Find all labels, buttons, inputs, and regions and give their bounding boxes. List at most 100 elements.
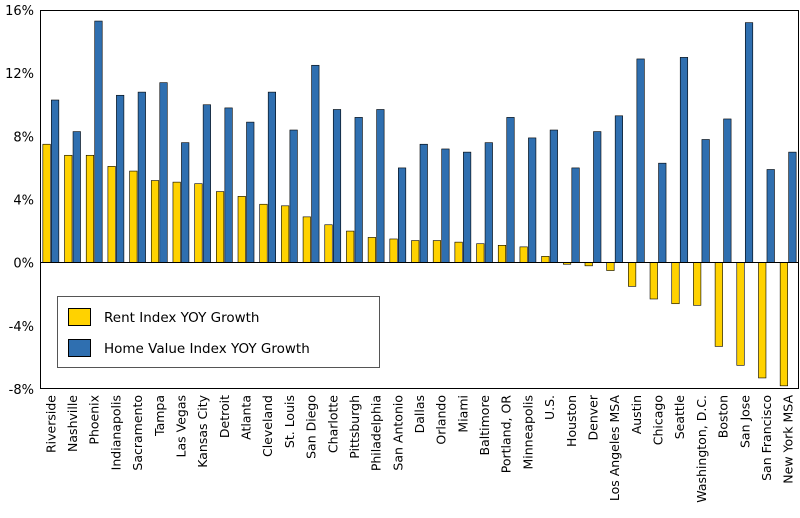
bar-rent xyxy=(259,203,268,263)
bar-rent xyxy=(541,256,550,263)
bar-home-value xyxy=(311,64,320,263)
legend-label-rent: Rent Index YOY Growth xyxy=(104,310,259,326)
bar-rent xyxy=(107,166,116,263)
bar-home-value xyxy=(723,118,732,263)
bars xyxy=(42,20,797,387)
y-tick-label: -4% xyxy=(9,320,34,335)
category-label: Cleveland xyxy=(260,395,275,457)
category-label: Phoenix xyxy=(87,395,102,445)
bar-rent xyxy=(714,262,723,347)
bar-rent xyxy=(367,237,376,263)
bar-home-value xyxy=(246,121,255,263)
category-label: Dallas xyxy=(412,395,427,433)
category-label: Miami xyxy=(455,395,470,433)
category-label: Nashville xyxy=(65,395,80,452)
bar-home-value xyxy=(332,109,342,263)
category-label: San Antonio xyxy=(390,395,405,471)
bar-home-value xyxy=(744,22,754,263)
bar-home-value xyxy=(549,129,558,263)
bar-home-value xyxy=(376,109,385,263)
bar-rent xyxy=(389,238,398,263)
category-label: Houston xyxy=(564,395,579,447)
bar-rent xyxy=(476,243,485,263)
bar-home-value xyxy=(636,58,645,263)
category-label: Detroit xyxy=(217,395,232,438)
category-label: Atlanta xyxy=(239,395,254,440)
bar-rent xyxy=(42,143,51,263)
bar-home-value xyxy=(441,148,450,263)
bar-home-value xyxy=(419,143,428,263)
bar-home-value xyxy=(614,115,623,263)
bar-rent xyxy=(693,262,702,306)
bar-home-value xyxy=(202,104,211,263)
bar-home-value xyxy=(398,167,407,263)
bar-rent xyxy=(411,240,420,263)
bar-rent xyxy=(606,262,615,271)
category-label: Orlando xyxy=(434,395,449,445)
legend-box xyxy=(57,296,380,368)
category-label: Denver xyxy=(585,394,600,440)
bar-rent xyxy=(758,262,767,379)
bar-rent xyxy=(497,244,507,263)
y-tick-label: 4% xyxy=(13,194,34,209)
bar-home-value xyxy=(51,99,60,263)
bar-home-value xyxy=(593,131,602,263)
category-label: U.S. xyxy=(542,395,557,420)
bar-rent xyxy=(736,262,745,366)
bar-home-value xyxy=(289,129,298,263)
y-axis-tick-labels: 16% 12% 8% 4% 0% -4% -8% xyxy=(5,4,34,398)
bar-rent xyxy=(519,246,528,263)
category-label: New York MSA xyxy=(781,395,796,484)
bar-home-value xyxy=(354,117,363,263)
bar-rent xyxy=(302,216,311,263)
category-label: Boston xyxy=(716,395,731,438)
bar-home-value xyxy=(72,131,81,263)
bar-home-value xyxy=(658,162,667,263)
bar-home-value xyxy=(788,151,797,263)
bar-home-value xyxy=(94,20,103,263)
category-label: Los Angeles MSA xyxy=(607,395,622,502)
bar-rent xyxy=(649,262,658,300)
bar-rent xyxy=(216,191,225,263)
bar-rent xyxy=(779,262,788,387)
bar-home-value xyxy=(506,117,515,263)
category-label: Portland, OR xyxy=(499,395,514,474)
legend-swatch-home-value xyxy=(68,339,91,357)
y-tick-label: 8% xyxy=(13,130,34,145)
bar-rent xyxy=(85,154,95,263)
bar-home-value xyxy=(571,167,580,263)
bar-home-value xyxy=(528,137,537,263)
category-label: Pittsburgh xyxy=(347,395,362,459)
category-label: Minneapolis xyxy=(520,395,535,470)
category-label: Baltimore xyxy=(477,395,492,456)
category-label: Washington, D.C. xyxy=(694,395,709,503)
category-label: Chicago xyxy=(651,395,666,445)
category-label: Riverside xyxy=(43,395,58,453)
category-label: Austin xyxy=(629,395,644,434)
category-label: San Jose xyxy=(737,395,752,448)
bar-rent xyxy=(346,230,355,263)
bar-home-value xyxy=(181,142,190,263)
bar-home-value xyxy=(224,107,233,263)
category-label: Tampa xyxy=(152,395,167,437)
category-label: San Diego xyxy=(304,395,319,459)
bar-rent xyxy=(129,170,138,263)
bar-rent xyxy=(172,181,181,263)
category-label: Las Vegas xyxy=(173,395,188,458)
bar-rent xyxy=(454,241,463,263)
bar-rent xyxy=(432,240,441,263)
bar-home-value xyxy=(116,94,125,263)
category-labels: Riverside Nashville Phoenix Indianapolis Sac… xyxy=(43,394,795,503)
bar-home-value xyxy=(267,91,277,263)
bar-home-value xyxy=(137,91,146,263)
bar-rent xyxy=(628,262,637,287)
bar-home-value xyxy=(463,151,472,263)
category-label: St. Louis xyxy=(282,395,297,448)
legend: Rent Index YOY Growth Home Value Index Y… xyxy=(57,296,380,368)
category-label: Seattle xyxy=(672,395,687,440)
bar-rent xyxy=(64,154,73,263)
legend-swatch-rent xyxy=(68,308,91,326)
category-label: Indianapolis xyxy=(108,395,123,470)
category-label: San Francisco xyxy=(759,395,774,481)
y-tick-label: 16% xyxy=(5,4,34,19)
